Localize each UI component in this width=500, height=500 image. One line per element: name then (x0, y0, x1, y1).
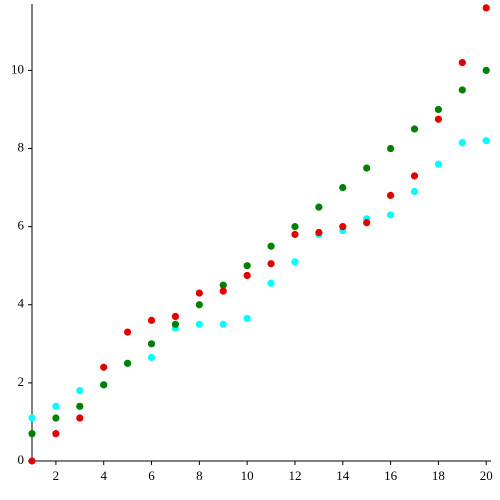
point (100, 381, 108, 389)
point (52, 430, 60, 438)
point (339, 223, 347, 231)
point (434, 105, 443, 114)
point (243, 314, 251, 323)
point (315, 203, 323, 211)
point (76, 414, 84, 422)
point (291, 258, 299, 266)
x-tick-label: 12 (288, 468, 301, 483)
point (124, 359, 132, 367)
point (291, 230, 299, 239)
point (482, 137, 490, 145)
point (458, 86, 466, 94)
point (195, 320, 203, 328)
point (267, 279, 275, 287)
point (28, 430, 36, 438)
x-tick-label: 18 (432, 468, 445, 483)
point (386, 191, 395, 199)
point (339, 183, 347, 192)
point (386, 211, 395, 219)
point (458, 139, 466, 147)
point (267, 242, 275, 250)
y-tick-label: 2 (18, 374, 25, 389)
x-tick-label: 14 (336, 468, 350, 483)
point (243, 271, 251, 280)
point (147, 316, 156, 324)
x-tick-label: 4 (100, 468, 107, 483)
point (147, 340, 156, 348)
point (124, 328, 132, 336)
x-tick-label: 10 (241, 468, 254, 483)
point (219, 281, 227, 289)
point (315, 228, 323, 237)
point (28, 457, 36, 465)
point (147, 353, 156, 362)
x-tick-label: 6 (148, 468, 155, 483)
point (76, 402, 84, 410)
point (434, 160, 443, 168)
x-tick-label: 20 (480, 468, 493, 483)
point (410, 172, 419, 180)
point (410, 125, 419, 133)
y-tick-label: 0 (18, 452, 25, 467)
point (219, 320, 227, 328)
point (363, 219, 371, 227)
point (482, 4, 490, 12)
point (28, 414, 36, 422)
point (76, 387, 84, 395)
point (267, 260, 275, 268)
point (291, 223, 299, 231)
x-tick-label: 8 (196, 468, 203, 483)
point (171, 312, 180, 321)
point (458, 58, 466, 67)
point (386, 144, 395, 153)
y-tick-label: 10 (11, 61, 24, 76)
point (434, 115, 443, 123)
point (195, 301, 203, 309)
y-tick-label: 8 (18, 140, 25, 155)
point (171, 320, 180, 328)
point (219, 287, 227, 295)
point (195, 289, 203, 297)
point (52, 414, 60, 422)
point (363, 164, 371, 172)
point (410, 187, 419, 196)
y-tick-label: 4 (18, 296, 25, 311)
x-tick-label: 2 (53, 468, 60, 483)
point (482, 66, 490, 75)
point (52, 402, 60, 410)
x-tick-label: 16 (384, 468, 398, 483)
point (100, 363, 108, 371)
point (243, 262, 251, 270)
y-tick-label: 6 (18, 218, 25, 233)
